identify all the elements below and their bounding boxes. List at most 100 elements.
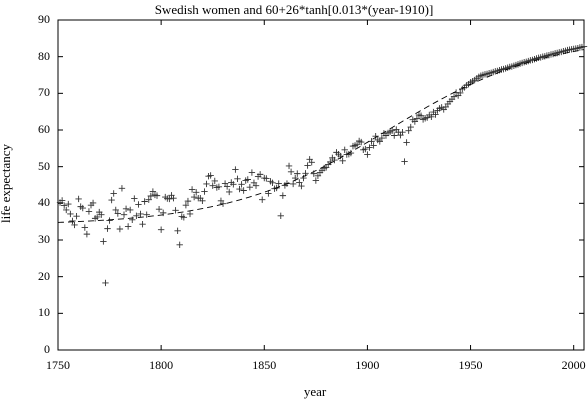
data-point-plus — [391, 132, 398, 139]
x-tick-label: 1850 — [252, 358, 277, 372]
data-point-plus — [372, 133, 379, 140]
data-point-plus — [60, 202, 68, 209]
data-point-plus — [223, 183, 231, 190]
data-point-plus — [580, 43, 588, 50]
data-point-plus — [170, 195, 177, 202]
data-point-plus — [118, 185, 126, 192]
data-point-plus — [457, 89, 464, 97]
data-point-plus — [104, 225, 111, 232]
data-point-plus — [248, 169, 256, 176]
y-tick-label: 60 — [38, 122, 50, 136]
x-tick-label: 1800 — [149, 358, 174, 372]
data-point-plus — [188, 186, 196, 193]
data-point-plus — [106, 217, 113, 224]
fit-curve-dashed — [57, 49, 585, 223]
data-point-plus — [234, 175, 241, 182]
x-tick-label: 1750 — [46, 358, 70, 372]
data-point-plus — [122, 205, 130, 213]
data-point-plus — [166, 195, 173, 203]
data-point-plus — [285, 162, 293, 170]
data-point-plus — [298, 182, 305, 190]
data-point-plus — [143, 211, 150, 218]
data-point-plus — [378, 134, 386, 142]
data-point-plus — [155, 206, 163, 213]
data-point-plus — [405, 127, 412, 134]
chart-title: Swedish women and 60+26*tanh[0.013*(year… — [154, 2, 434, 17]
data-point-plus — [147, 192, 155, 200]
data-point-plus — [139, 221, 146, 228]
data-point-plus — [190, 193, 198, 201]
data-point-plus — [112, 206, 119, 214]
data-point-plus — [131, 195, 138, 202]
data-point-plus — [366, 144, 373, 151]
data-point-plus — [232, 166, 239, 173]
data-point-plus — [180, 214, 188, 221]
y-tick-label: 50 — [38, 158, 50, 173]
x-axis-label: year — [303, 384, 327, 399]
data-point-plus — [304, 162, 311, 169]
data-point-plus — [428, 113, 435, 120]
data-point-plus — [277, 212, 284, 219]
data-point-plus — [63, 206, 70, 214]
data-point-plus — [149, 188, 157, 195]
data-point-plus — [81, 224, 89, 231]
y-tick-label: 20 — [38, 268, 50, 283]
data-point-plus — [176, 241, 183, 248]
data-point-plus — [71, 221, 78, 229]
data-point-plus — [450, 93, 458, 100]
y-tick-label: 90 — [38, 12, 50, 26]
data-point-plus — [279, 192, 287, 199]
data-point-plus — [79, 204, 86, 212]
data-point-plus — [238, 181, 245, 188]
data-point-plus — [341, 146, 348, 153]
data-point-plus — [141, 198, 148, 205]
data-point-plus — [137, 210, 144, 218]
data-point-plus — [69, 217, 76, 225]
data-point-plus — [240, 187, 247, 194]
data-point-plus — [102, 279, 109, 287]
data-point-plus — [157, 226, 165, 233]
data-point-plus — [67, 210, 74, 218]
data-point-plus — [388, 127, 396, 134]
data-point-plus — [331, 156, 338, 164]
data-point-plus — [209, 182, 216, 189]
y-tick-label: 70 — [38, 85, 50, 100]
data-point-plus — [294, 170, 301, 177]
data-point-plus — [252, 182, 260, 189]
data-point-plus — [65, 200, 72, 208]
data-point-plus — [211, 177, 218, 185]
data-point-plus — [308, 159, 315, 166]
data-point-plus — [75, 195, 82, 203]
x-tick-label: 1900 — [355, 358, 380, 372]
data-point-plus — [135, 201, 142, 208]
data-point-plus — [362, 145, 369, 153]
y-tick-label: 10 — [38, 305, 50, 320]
data-point-plus — [263, 175, 270, 182]
data-point-plus — [287, 168, 295, 175]
data-point-plus — [376, 138, 383, 145]
data-point-plus — [126, 206, 134, 214]
data-point-plus — [401, 158, 408, 165]
y-tick-label: 80 — [38, 48, 50, 63]
data-point-plus — [226, 188, 233, 196]
data-point-plus — [296, 179, 303, 186]
y-tick-label: 30 — [38, 232, 50, 246]
y-tick-label: 40 — [38, 195, 50, 210]
data-point-plus — [133, 212, 140, 219]
data-point-plus — [256, 171, 264, 178]
data-point-plus — [339, 157, 346, 164]
data-point-plus — [259, 196, 266, 203]
data-point-plus — [230, 181, 237, 188]
data-point-plus — [353, 141, 361, 148]
x-tick-label: 2000 — [561, 358, 586, 372]
data-point-plus — [93, 213, 101, 221]
data-point-plus — [184, 197, 192, 205]
data-point-plus — [203, 180, 210, 188]
data-point-plus — [201, 188, 208, 195]
data-point-plus — [85, 208, 93, 215]
data-point-plus — [174, 227, 181, 235]
data-point-plus — [114, 210, 122, 217]
data-point-plus — [108, 196, 115, 204]
data-point-plus — [110, 190, 117, 197]
data-point-plus — [289, 180, 297, 188]
